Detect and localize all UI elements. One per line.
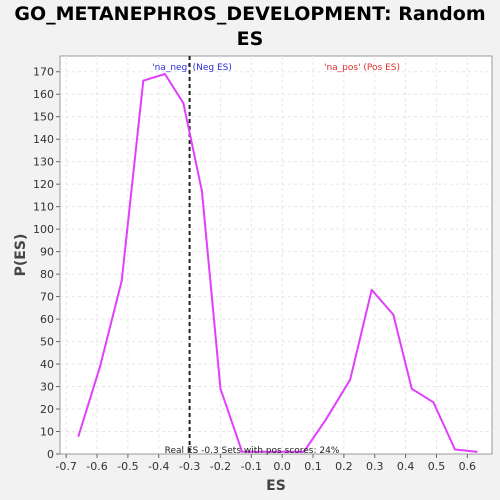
x-tick-label: 0.6 [459, 460, 477, 473]
x-tick-label: -0.6 [86, 460, 107, 473]
data-point [163, 72, 166, 75]
x-axis: -0.7 -0.6 -0.5 -0.4 -0.3 -0.2 -0.1 0.0 0.1 0.2 0.3… [55, 454, 476, 473]
data-points [77, 72, 478, 453]
data-point [120, 279, 123, 282]
data-point [453, 448, 456, 451]
x-tick-label: -0.2 [210, 460, 231, 473]
x-tick-label: 0.5 [428, 460, 446, 473]
y-tick-label: 130 [33, 156, 54, 169]
y-tick-label: 80 [40, 268, 54, 281]
y-tick-label: 90 [40, 246, 54, 259]
x-tick-label: -0.3 [179, 460, 200, 473]
x-tick-label: -0.1 [241, 460, 262, 473]
data-point [410, 387, 413, 390]
data-point [142, 79, 145, 82]
data-point [349, 378, 352, 381]
y-tick-label: 170 [33, 66, 54, 79]
data-point [262, 450, 265, 453]
chart-title-line1: GO_METANEPHROS_DEVELOPMENT: Random ES [14, 3, 486, 50]
data-point [324, 419, 327, 422]
data-point [77, 435, 80, 438]
y-tick-label: 0 [47, 448, 54, 461]
plot-area [59, 55, 493, 455]
y-tick-label: 30 [40, 381, 54, 394]
y-tick-label: 150 [33, 111, 54, 124]
data-point [200, 189, 203, 192]
y-tick-label: 50 [40, 336, 54, 349]
real-es-note: Real ES -0.3 Sets with pos scores: 24% [165, 446, 340, 456]
x-tick-label: 0.4 [397, 460, 415, 473]
data-point [432, 401, 435, 404]
x-tick-label: 0.3 [366, 460, 384, 473]
x-tick-label: -0.7 [55, 460, 76, 473]
grid [60, 56, 492, 454]
x-tick-label: 0.1 [304, 460, 322, 473]
y-tick-label: 110 [33, 201, 54, 214]
data-point [219, 387, 222, 390]
x-tick-label: 0.0 [273, 460, 291, 473]
legend-neg: 'na_neg' (Neg ES) [152, 63, 232, 73]
y-axis-label: P(ES) [13, 234, 29, 277]
data-point [302, 450, 305, 453]
data-point [370, 288, 373, 291]
x-tick-label: -0.4 [148, 460, 169, 473]
legend-pos: 'na_pos' (Pos ES) [324, 63, 400, 73]
y-tick-label: 100 [33, 223, 54, 236]
x-tick-label: 0.2 [335, 460, 353, 473]
data-point [281, 450, 284, 453]
y-axis: 0 10 20 30 40 50 60 70 80 90 100 110 120 130 140 150 160… [33, 66, 60, 461]
data-point [99, 365, 102, 368]
x-axis-label: ES [266, 478, 286, 494]
y-tick-label: 120 [33, 178, 54, 191]
y-tick-label: 140 [33, 133, 54, 146]
data-point [392, 313, 395, 316]
y-tick-label: 10 [40, 426, 54, 439]
data-point [241, 450, 244, 453]
y-tick-label: 20 [40, 403, 54, 416]
y-tick-label: 160 [33, 88, 54, 101]
data-point [475, 450, 478, 453]
y-tick-label: 60 [40, 313, 54, 326]
y-tick-label: 40 [40, 358, 54, 371]
data-point [182, 102, 185, 105]
y-tick-label: 70 [40, 291, 54, 304]
series-line [77, 73, 477, 453]
x-tick-label: -0.5 [117, 460, 138, 473]
